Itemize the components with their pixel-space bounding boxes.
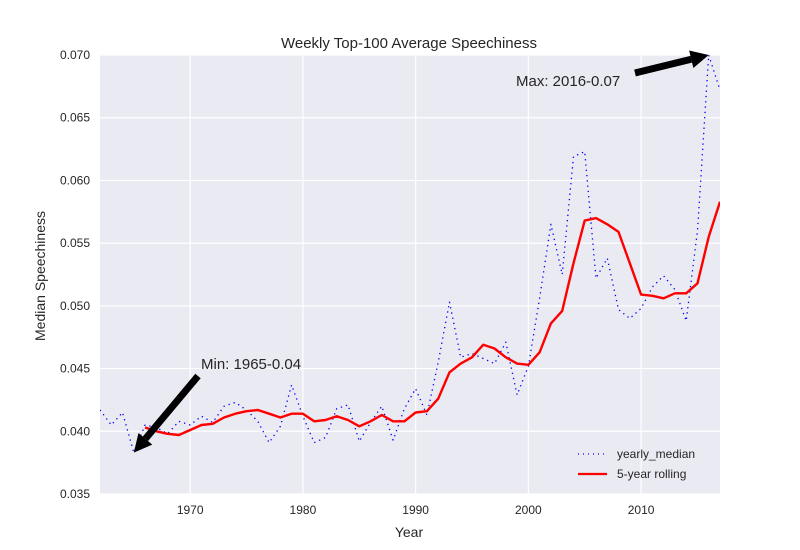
x-tick-label: 2000: [515, 503, 542, 517]
y-tick-label: 0.045: [60, 362, 90, 376]
x-axis-ticks: 1970 1980 1990 2000 2010: [177, 503, 655, 517]
chart-title: Weekly Top-100 Average Speechiness: [281, 35, 537, 52]
legend-label-rolling: 5-year rolling: [617, 467, 686, 481]
x-axis-label: Year: [395, 524, 424, 540]
series-layer: [100, 54, 720, 454]
max-annotation-label: Max: 2016-0.07: [516, 73, 620, 90]
max-arrow-shaft: [634, 55, 693, 77]
min-annotation-label: Min: 1965-0.04: [201, 356, 301, 373]
x-tick-label: 2010: [628, 503, 655, 517]
y-tick-label: 0.055: [60, 236, 90, 250]
y-axis-label: Median Speechiness: [32, 211, 48, 341]
legend-label-yearly-median: yearly_median: [617, 447, 695, 461]
y-axis-ticks: 0.035 0.040 0.045 0.050 0.055 0.060 0.065 0.070: [60, 48, 90, 501]
y-tick-label: 0.050: [60, 299, 90, 313]
y-tick-label: 0.035: [60, 487, 90, 501]
x-tick-label: 1970: [177, 503, 204, 517]
series-rolling-line: [144, 201, 720, 437]
min-arrow-head: [133, 433, 153, 453]
series-yearly-median-line: [100, 54, 720, 454]
min-arrow-shaft: [142, 373, 201, 442]
y-tick-label: 0.060: [60, 173, 90, 187]
x-tick-label: 1990: [402, 503, 429, 517]
max-arrow-head: [689, 50, 709, 69]
y-tick-label: 0.070: [60, 48, 90, 62]
y-tick-label: 0.065: [60, 111, 90, 125]
legend: yearly_median 5-year rolling: [578, 447, 695, 481]
x-tick-label: 1980: [290, 503, 317, 517]
grid-lines: [100, 54, 720, 495]
plot-area: [100, 55, 720, 494]
annotations: Min: 1965-0.04 Max: 2016-0.07: [133, 50, 709, 453]
y-tick-label: 0.040: [60, 424, 90, 438]
